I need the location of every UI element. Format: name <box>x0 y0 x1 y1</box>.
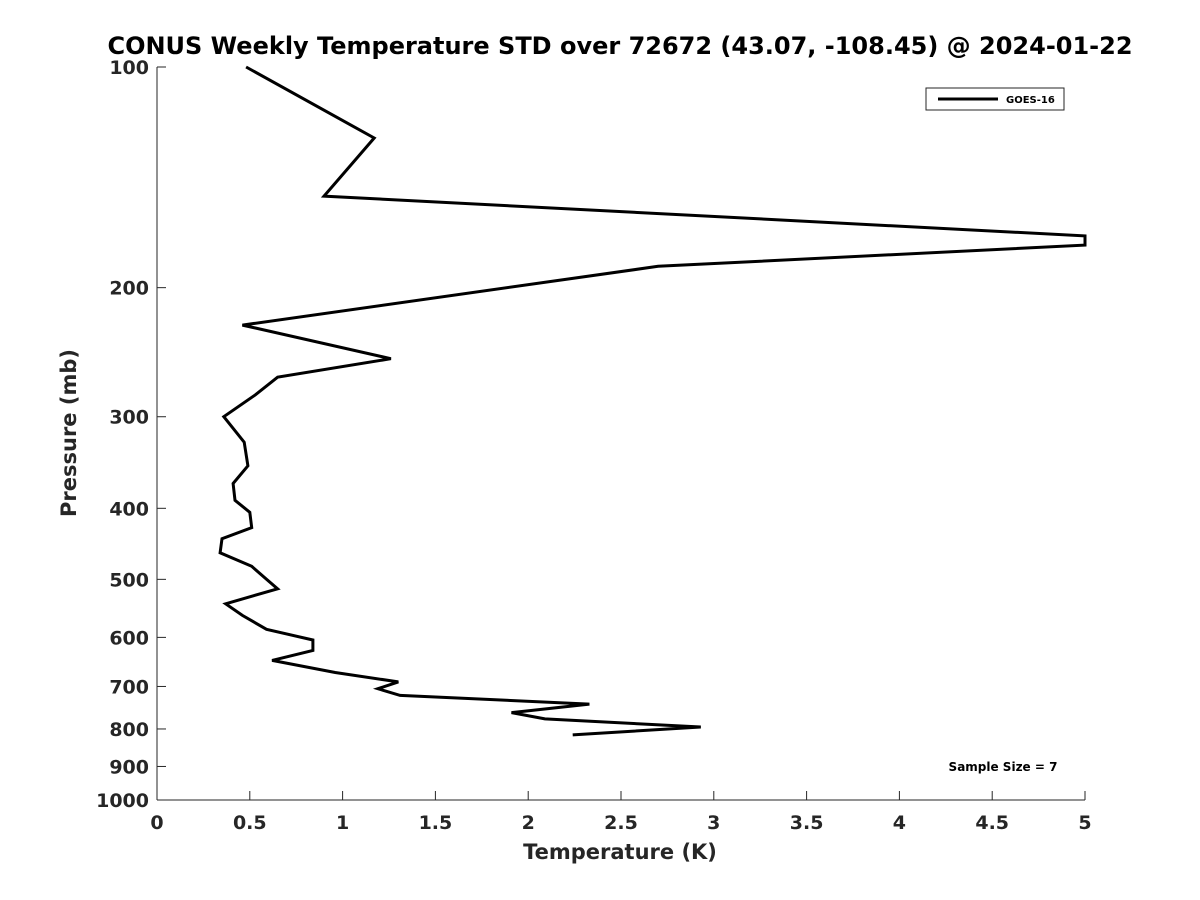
y-tick-label-6: 700 <box>109 676 149 698</box>
x-tick-label-10: 5 <box>1078 812 1091 834</box>
y-tick-label-5: 600 <box>109 627 149 649</box>
x-tick-label-2: 1 <box>336 812 349 834</box>
sample-size-annotation: Sample Size = 7 <box>949 760 1058 774</box>
y-tick-label-1: 200 <box>109 278 149 300</box>
x-tick-label-1: 0.5 <box>233 812 267 834</box>
plot-axes <box>156 67 1085 801</box>
chart-title: CONUS Weekly Temperature STD over 72672 … <box>107 32 1132 60</box>
y-tick-label-2: 300 <box>109 407 149 429</box>
y-axis-label: Pressure (mb) <box>57 349 81 517</box>
y-tick-label-0: 100 <box>109 57 149 79</box>
legend: GOES-16 <box>925 87 1065 111</box>
x-tick-label-8: 4 <box>893 812 906 834</box>
data-lines <box>218 65 1087 737</box>
y-tick-label-8: 900 <box>109 756 149 778</box>
x-tick-label-3: 1.5 <box>419 812 453 834</box>
x-tick-label-6: 3 <box>707 812 720 834</box>
y-tick-label-9: 1000 <box>96 790 149 812</box>
x-axis-label: Temperature (K) <box>523 840 717 864</box>
x-tick-label-5: 2.5 <box>604 812 638 834</box>
legend-label: GOES-16 <box>1006 95 1055 106</box>
x-tick-label-4: 2 <box>522 812 535 834</box>
series-line-0 <box>218 65 1087 737</box>
x-tick-label-0: 0 <box>150 812 163 834</box>
y-tick-label-3: 400 <box>109 498 149 520</box>
y-tick-label-7: 800 <box>109 719 149 741</box>
x-tick-label-9: 4.5 <box>975 812 1009 834</box>
y-tick-label-4: 500 <box>109 569 149 591</box>
x-tick-label-7: 3.5 <box>790 812 824 834</box>
axis-ticks: 0 0.5 1 1.5 2 2.5 3 3.5 4 4.5 5 100 200 300 400 500 600 7… <box>96 57 1092 834</box>
